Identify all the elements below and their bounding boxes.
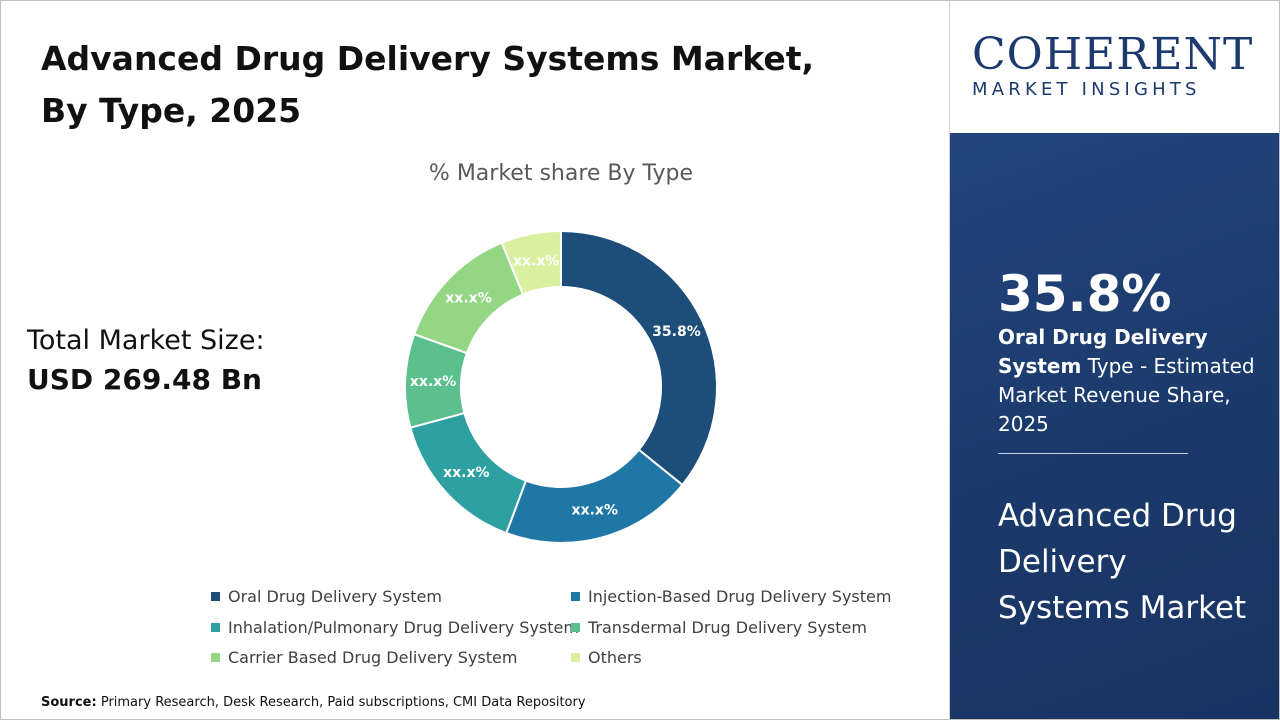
divider [998, 453, 1188, 454]
highlight-value: 35.8% [998, 265, 1172, 323]
slice-label: 35.8% [652, 324, 701, 340]
slice-label: xx.x% [445, 291, 491, 307]
highlight-text: Oral Drug Delivery System Type - Estimat… [998, 323, 1258, 439]
highlight-bold: Oral Drug Delivery System [998, 325, 1208, 378]
donut-slice [505, 448, 684, 544]
title: Advanced Drug Delivery Systems Market, B… [41, 39, 815, 130]
legend-item: Carrier Based Drug Delivery System [211, 648, 517, 667]
donut-slice [560, 229, 718, 487]
slice-label: xx.x% [410, 374, 456, 390]
donut-slice [500, 229, 562, 296]
legend-swatch [571, 592, 580, 601]
logo: COHERENT MARKET INSIGHTS [950, 1, 1279, 133]
legend-item: Transdermal Drug Delivery System [571, 618, 867, 637]
source: Source: Primary Research, Desk Research,… [41, 695, 586, 710]
legend-label: Injection-Based Drug Delivery System [588, 587, 892, 606]
source-text: Primary Research, Desk Research, Paid su… [100, 695, 586, 710]
legend-swatch [571, 653, 580, 662]
legend-label: Others [588, 648, 642, 667]
legend-swatch [211, 622, 220, 632]
slice-label: xx.x% [572, 502, 618, 518]
side-panel: COHERENT MARKET INSIGHTS 35.8% Oral Drug… [949, 1, 1279, 719]
legend-label: Inhalation/Pulmonary Drug Delivery Syste… [228, 617, 579, 637]
slice-label: xx.x% [443, 465, 489, 481]
legend-swatch [571, 622, 580, 632]
logo-name: COHERENT [972, 29, 1254, 80]
source-label: Source: [41, 695, 97, 710]
donut-chart: 35.8% xx.x% xx.x% xx.x% xx.x% xx.x% [404, 229, 718, 544]
highlight-panel: 35.8% Oral Drug Delivery System Type - E… [950, 133, 1279, 719]
legend-label: Carrier Based Drug Delivery System [228, 648, 518, 667]
legend-item: Oral Drug Delivery System [211, 587, 442, 606]
highlight-desc: Type - Estimated Market Revenue Share, 2… [998, 354, 1255, 436]
legend-swatch [211, 592, 220, 601]
legend-swatch [211, 653, 220, 662]
chart-subtitle: % Market share By Type [428, 161, 694, 186]
legend-item: Injection-Based Drug Delivery System [571, 587, 891, 606]
slice-label: xx.x% [513, 253, 559, 269]
market-name: Advanced Drug Delivery Systems Market [998, 498, 1247, 626]
total-market-label: Total Market Size: [27, 325, 265, 356]
logo-tagline: MARKET INSIGHTS [972, 79, 1201, 100]
total-market-value: USD 269.48 Bn [27, 363, 262, 396]
legend-label: Oral Drug Delivery System [228, 587, 442, 606]
legend-item: Others [571, 648, 642, 667]
legend-label: Transdermal Drug Delivery System [588, 617, 867, 637]
legend-item: Inhalation/Pulmonary Drug Delivery Syste… [211, 618, 579, 637]
